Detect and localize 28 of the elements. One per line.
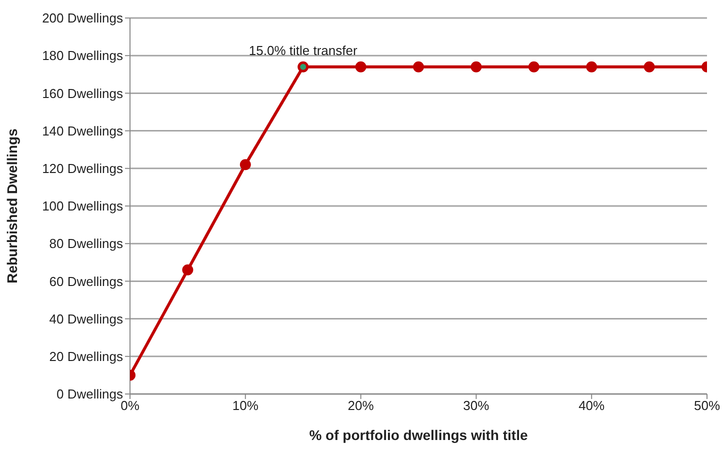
x-tick-label: 10% bbox=[232, 398, 259, 414]
point bbox=[586, 61, 598, 72]
y-tick-label: 140 Dwellings bbox=[42, 123, 124, 138]
point bbox=[644, 61, 655, 72]
y-tick-label: 40 Dwellings bbox=[49, 311, 124, 326]
y-tick-label: 160 Dwellings bbox=[42, 86, 124, 101]
y-tick-label: 180 Dwellings bbox=[42, 48, 124, 64]
y-tick-label: 120 Dwellings bbox=[42, 161, 124, 176]
x-tick-label: 50% bbox=[694, 398, 720, 414]
y-tick-label: 20 Dwellings bbox=[49, 349, 124, 364]
x-tick-label: 30% bbox=[463, 398, 490, 414]
x-tick-label: 0% bbox=[120, 398, 140, 414]
point bbox=[182, 264, 194, 276]
point bbox=[240, 159, 251, 170]
point bbox=[470, 61, 482, 72]
y-tick-label: 0 Dwellings bbox=[56, 386, 124, 402]
y-axis-title: Reburbished Dwellings bbox=[4, 128, 20, 284]
y-tick-label: 80 Dwellings bbox=[49, 236, 124, 252]
annotation: 15.0% title transfer bbox=[248, 42, 358, 58]
y-tick-label: 60 Dwellings bbox=[49, 274, 124, 289]
x-tick-label: 40% bbox=[578, 398, 606, 414]
point bbox=[413, 61, 424, 72]
x-axis-title: % of portfolio dwellings with title bbox=[309, 427, 528, 443]
y-tick-label: 100 Dwellings bbox=[42, 198, 124, 214]
point bbox=[528, 61, 540, 72]
y-tick-label: 200 Dwellings bbox=[42, 10, 124, 26]
x-tick-label: 20% bbox=[348, 398, 374, 414]
point bbox=[355, 61, 366, 72]
